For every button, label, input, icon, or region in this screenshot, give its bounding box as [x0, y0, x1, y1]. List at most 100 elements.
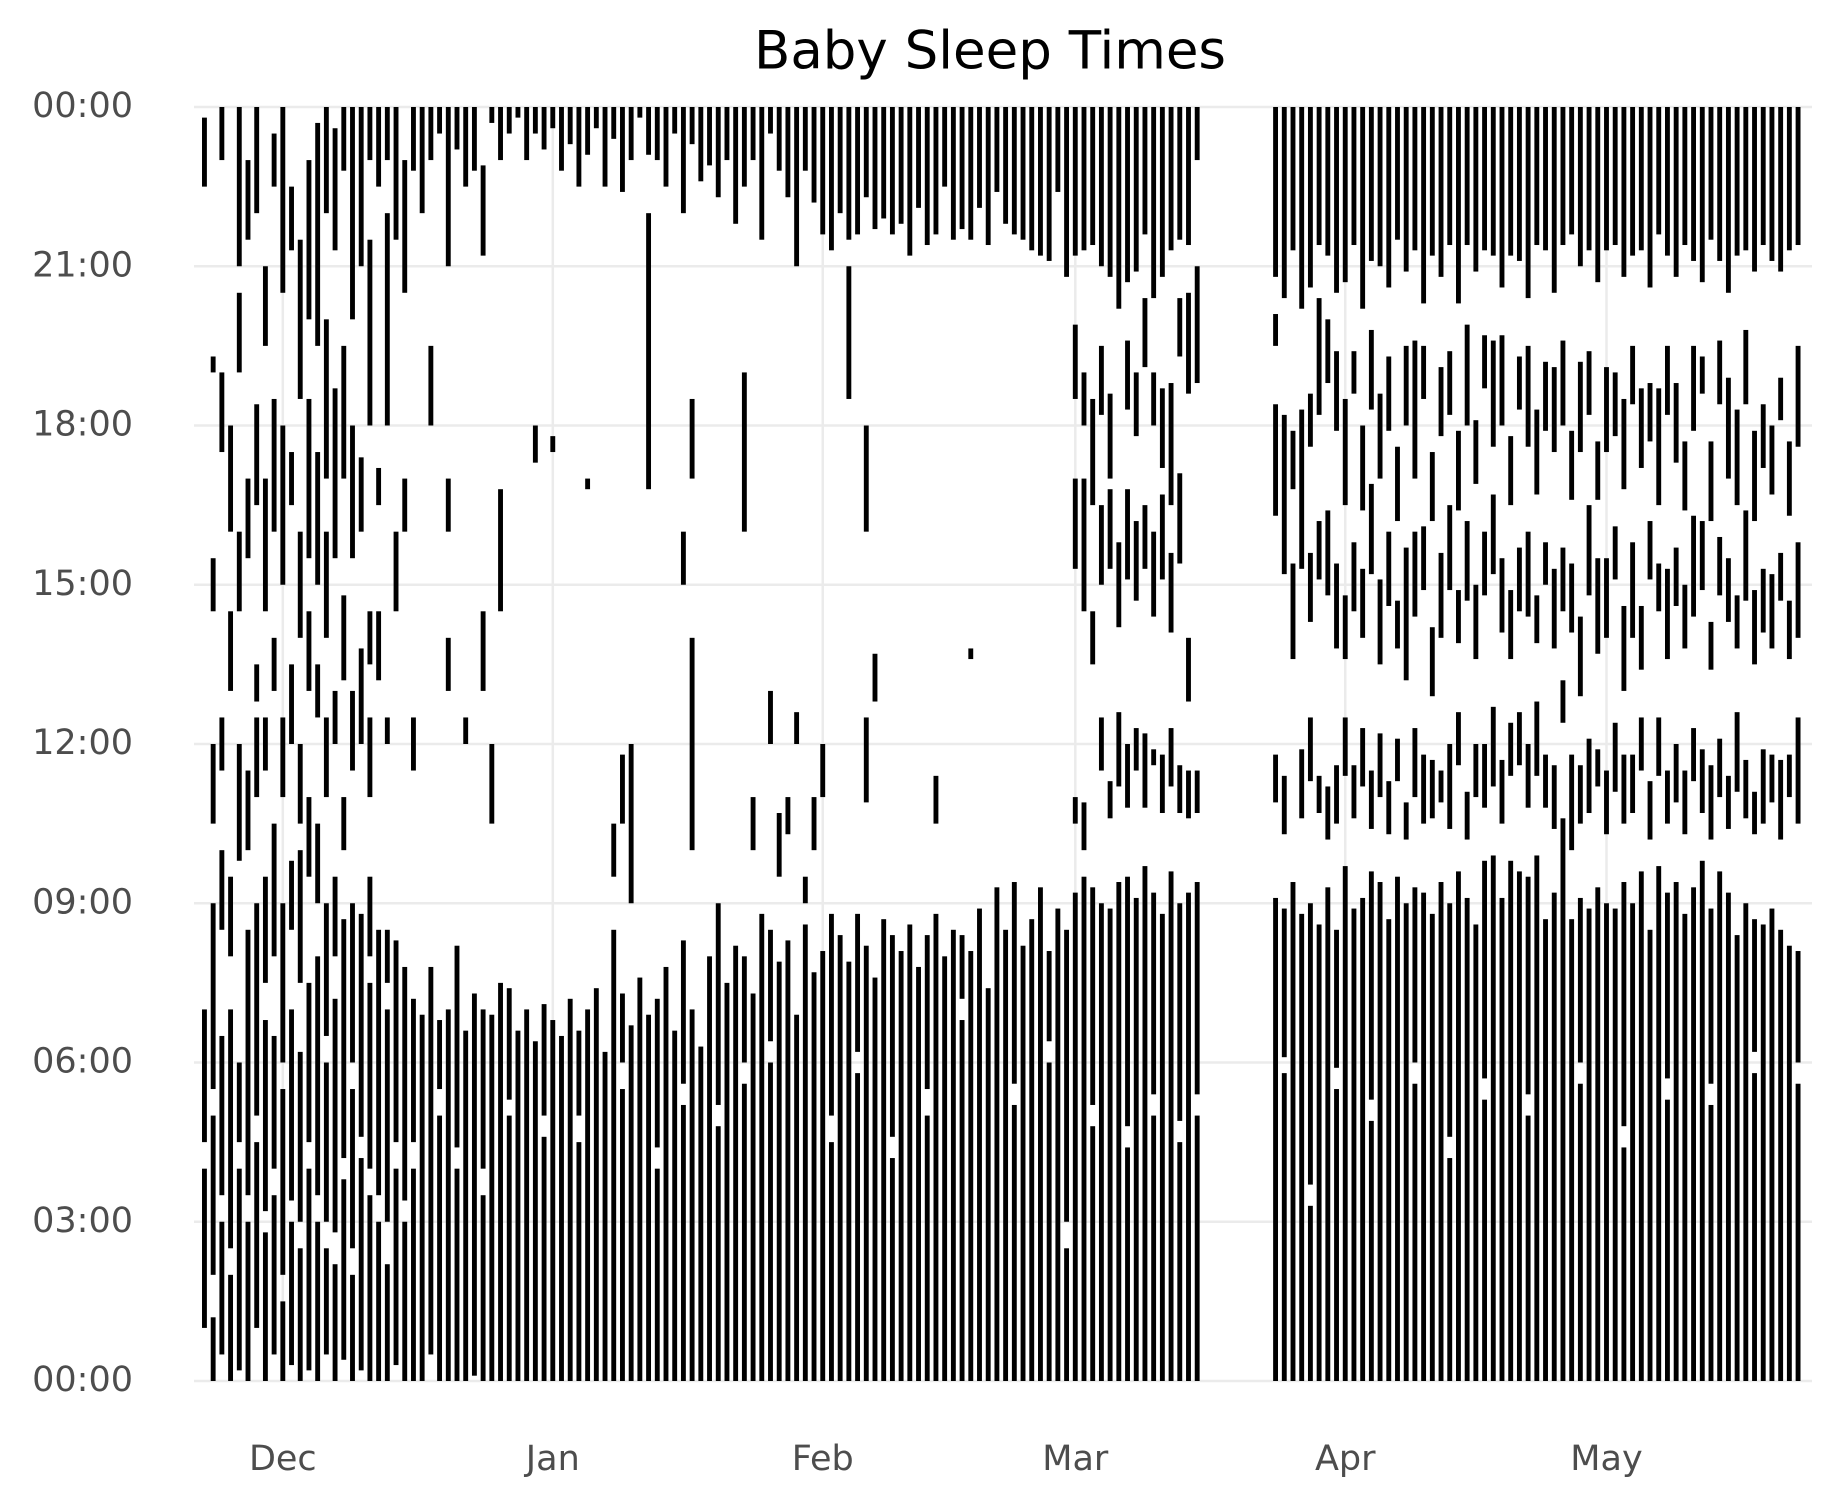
sleep-interval: [1429, 107, 1435, 256]
sleep-interval: [1786, 945, 1792, 1381]
sleep-interval: [1612, 908, 1618, 1381]
sleep-interval: [802, 876, 808, 904]
sleep-interval: [567, 998, 573, 1381]
sleep-interval: [1351, 351, 1357, 394]
sleep-interval: [1786, 107, 1792, 251]
sleep-interval: [1630, 542, 1636, 638]
sleep-interval: [1560, 107, 1566, 246]
sleep-interval: [663, 107, 669, 187]
sleep-interval: [1142, 866, 1148, 1381]
sleep-interval: [210, 558, 216, 612]
sleep-interval: [297, 1248, 303, 1381]
sleep-interval: [1665, 568, 1670, 660]
sleep-interval: [942, 956, 948, 1381]
sleep-interval: [1473, 584, 1479, 660]
sleep-interval: [1438, 882, 1444, 1381]
sleep-interval: [1665, 107, 1670, 256]
sleep-interval: [950, 929, 956, 1381]
sleep-interval: [1046, 951, 1052, 1042]
sleep-interval: [924, 1115, 930, 1381]
sleep-interval: [350, 425, 355, 559]
sleep-interval: [532, 425, 538, 463]
sleep-interval: [515, 1030, 521, 1381]
sleep-interval: [811, 107, 817, 203]
sleep-interval: [1760, 924, 1766, 1381]
sleep-interval: [1482, 860, 1488, 1079]
sleep-interval: [323, 1248, 329, 1355]
sleep-interval: [306, 797, 312, 877]
sleep-interval: [236, 1062, 242, 1143]
sleep-interval: [532, 107, 538, 134]
sleep-interval: [1743, 107, 1749, 251]
sleep-interval: [1316, 107, 1322, 246]
sleep-interval: [228, 1274, 234, 1381]
sleep-interval: [271, 1195, 277, 1355]
sleep-interval: [262, 266, 268, 346]
sleep-interval: [1351, 908, 1357, 1381]
sleep-interval: [794, 712, 800, 744]
sleep-interval: [985, 107, 991, 246]
sleep-interval: [228, 611, 234, 691]
sleep-interval: [1656, 388, 1662, 506]
sleep-interval: [332, 998, 338, 1233]
sleep-interval: [262, 876, 268, 983]
sleep-interval: [315, 452, 321, 585]
sleep-interval: [384, 1264, 390, 1381]
sleep-interval: [1508, 436, 1514, 506]
sleep-interval: [1412, 887, 1418, 1063]
sleep-interval: [750, 107, 756, 161]
sleep-interval: [576, 1142, 582, 1381]
sleep-interval: [637, 107, 643, 118]
sleep-interval: [1177, 473, 1183, 564]
sleep-interval: [585, 1009, 591, 1381]
sleep-interval: [271, 398, 277, 532]
sleep-interval: [1673, 547, 1679, 606]
sleep-interval: [889, 935, 895, 1137]
sleep-interval: [863, 945, 869, 1381]
sleep-interval: [1630, 107, 1636, 256]
sleep-interval: [350, 690, 355, 771]
sleep-interval: [1429, 627, 1435, 697]
sleep-interval: [1447, 1158, 1453, 1381]
sleep-interval: [611, 107, 617, 139]
sleep-interval: [1534, 409, 1540, 495]
sleep-interval: [1098, 107, 1104, 267]
sleep-interval: [1159, 107, 1165, 277]
x-tick-label: Jan: [524, 1439, 580, 1479]
sleep-interval: [341, 797, 347, 851]
sleep-interval: [245, 770, 251, 851]
sleep-interval: [1778, 552, 1784, 601]
sleep-interval: [419, 107, 425, 214]
sleep-interval: [1760, 568, 1766, 633]
sleep-interval: [1447, 903, 1453, 1137]
sleep-interval: [1734, 409, 1740, 506]
sleep-interval: [1717, 536, 1723, 596]
sleep-interval: [506, 1115, 512, 1381]
sleep-interval: [393, 107, 399, 240]
sleep-interval: [1569, 754, 1575, 851]
sleep-interval: [1133, 107, 1139, 272]
sleep-interval: [384, 213, 390, 426]
sleep-interval: [1778, 759, 1784, 840]
sleep-interval: [1499, 558, 1505, 633]
sleep-interval: [1159, 494, 1165, 580]
sleep-interval: [550, 436, 556, 453]
sleep-interval: [628, 1025, 634, 1381]
sleep-interval: [228, 425, 234, 532]
sleep-interval: [1647, 929, 1653, 1381]
sleep-interval: [1342, 866, 1348, 1381]
sleep-interval: [1682, 441, 1688, 511]
sleep-interval: [262, 1020, 268, 1212]
sleep-interval: [1464, 107, 1470, 246]
sleep-interval: [297, 850, 303, 983]
sleep-interval: [1377, 393, 1383, 479]
sleep-interval: [811, 972, 817, 1381]
sleep-interval: [254, 404, 260, 506]
sleep-interval: [1307, 107, 1313, 288]
sleep-interval: [1064, 929, 1070, 1222]
sleep-interval: [236, 1168, 242, 1371]
sleep-interval: [1604, 558, 1609, 638]
sleep-interval: [1081, 107, 1087, 251]
sleep-interval: [323, 717, 329, 798]
sleep-interval: [367, 1195, 373, 1381]
